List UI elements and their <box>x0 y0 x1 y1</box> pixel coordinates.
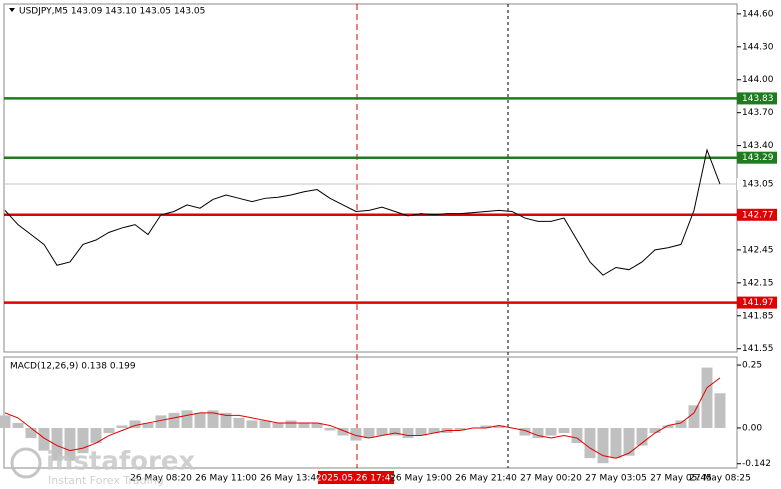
macd-bar <box>402 427 414 439</box>
y-tick-label: 144.00 <box>742 75 774 85</box>
signal-line <box>4 377 721 459</box>
macd-bar <box>77 427 89 454</box>
macd-bar <box>350 427 362 441</box>
y-tick-label: 142.15 <box>742 278 774 288</box>
macd-bar <box>415 427 427 436</box>
macd-bar <box>25 427 37 439</box>
chart-title: USDJPY,M5 143.09 143.10 143.05 143.05 <box>19 7 205 17</box>
x-tick-label: 27 May 00:20 <box>520 474 582 484</box>
current-price-tag <box>737 178 777 191</box>
x-tick-label: 26 May 21:40 <box>455 474 517 484</box>
macd-bar <box>90 427 102 444</box>
macd-bar <box>493 425 505 428</box>
macd-bar <box>64 427 76 461</box>
macd-bar <box>558 427 570 434</box>
macd-bar <box>532 427 544 439</box>
price-pane <box>3 3 738 353</box>
macd-bar <box>12 422 24 428</box>
macd-bar <box>233 417 245 428</box>
macd-bar <box>155 415 167 428</box>
y-tick-label: 0.00 <box>742 423 762 433</box>
macd-bar <box>311 422 323 428</box>
macd-title: MACD(12,26,9) 0.138 0.199 <box>10 362 136 372</box>
logo-mark <box>10 447 42 479</box>
x-tick-label: 26 May 13:40 <box>260 474 322 484</box>
macd-bar <box>129 420 141 428</box>
level-tag <box>737 92 777 105</box>
macd-bar <box>272 422 284 428</box>
x-tick-label: 2025.05.26 17:45 <box>316 474 396 484</box>
macd-bar <box>363 427 375 439</box>
macd-bar <box>688 405 700 428</box>
y-tick-label: 141.85 <box>742 311 774 321</box>
macd-bar <box>701 367 713 428</box>
macd-bar <box>38 427 50 451</box>
y-tick-label: 143.70 <box>742 108 774 118</box>
level-label: 141.97 <box>742 298 774 308</box>
x-tick-label: 27 May 03:05 <box>585 474 647 484</box>
y-tick-label: 143.40 <box>742 141 774 151</box>
macd-pane <box>3 356 738 469</box>
macd-bar <box>714 393 726 428</box>
macd-bar <box>220 412 232 428</box>
macd-bar <box>337 427 349 436</box>
macd-bar <box>0 415 11 428</box>
macd-bar <box>246 420 258 428</box>
macd-bar <box>168 412 180 428</box>
watermark: instaforex Instant Forex Trading <box>10 447 196 487</box>
x-tick-label: 27 May 05:45 <box>650 474 712 484</box>
macd-bar <box>51 427 63 461</box>
logo-tagline: Instant Forex Trading <box>48 474 164 487</box>
macd-bar <box>298 422 310 428</box>
level-tag <box>737 296 777 309</box>
level-label: 142.77 <box>742 210 774 220</box>
macd-bar <box>662 425 674 428</box>
macd-bar <box>207 410 219 428</box>
macd-bar <box>285 420 297 428</box>
logo-brand: instaforex <box>46 447 196 477</box>
macd-bar <box>571 427 583 444</box>
macd-bar <box>103 427 115 434</box>
price-line <box>4 148 721 276</box>
macd-bar <box>636 427 648 446</box>
macd-bar <box>389 427 401 436</box>
macd-bar <box>116 425 128 428</box>
macd-bar <box>675 420 687 428</box>
cursor-tag <box>318 471 394 484</box>
title-arrow <box>9 8 15 12</box>
x-tick-label: 26 May 11:00 <box>195 474 257 484</box>
macd-bar <box>519 427 531 436</box>
macd-bar <box>324 427 336 431</box>
y-tick-label: 141.55 <box>742 344 774 354</box>
macd-bar <box>480 425 492 428</box>
x-tick-label: 26 May 08:20 <box>130 474 192 484</box>
macd-bar <box>545 427 557 436</box>
macd-bar <box>454 427 466 431</box>
y-tick-label: 0.25 <box>742 361 762 371</box>
macd-bar <box>649 427 661 434</box>
current-price-label: 143.05 <box>742 180 774 190</box>
y-tick-label: 144.30 <box>742 42 774 52</box>
macd-bar <box>194 412 206 428</box>
x-tick-label: 27 May 08:25 <box>689 474 751 484</box>
macd-bar <box>142 422 154 428</box>
macd-bar <box>584 427 596 459</box>
y-tick-label: -0.142 <box>742 459 771 469</box>
macd-bar <box>181 410 193 428</box>
macd-bar <box>597 427 609 464</box>
level-label: 143.29 <box>742 153 774 163</box>
level-label: 143.83 <box>742 94 774 104</box>
macd-bar <box>376 427 388 436</box>
macd-bar <box>428 427 440 434</box>
x-tick-label: 26 May 19:00 <box>390 474 452 484</box>
macd-bar <box>610 427 622 459</box>
level-tag <box>737 208 777 221</box>
y-tick-label: 144.60 <box>742 9 774 19</box>
macd-bar <box>259 420 271 428</box>
level-tag <box>737 151 777 164</box>
macd-bar <box>623 427 635 456</box>
y-tick-label: 142.45 <box>742 245 774 255</box>
